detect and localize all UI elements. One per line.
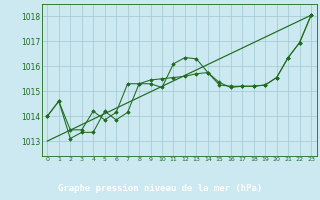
- Text: Graphe pression niveau de la mer (hPa): Graphe pression niveau de la mer (hPa): [58, 184, 262, 193]
